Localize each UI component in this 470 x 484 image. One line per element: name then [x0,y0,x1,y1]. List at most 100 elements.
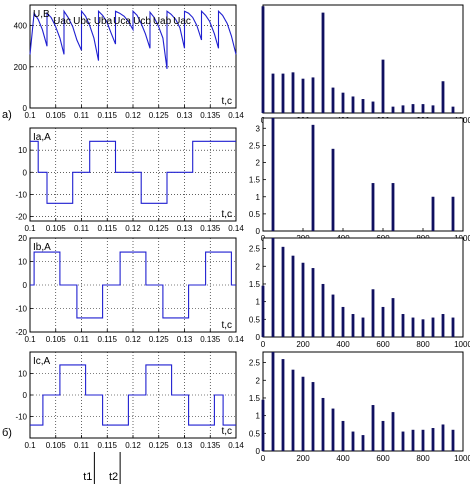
spectrum-bar [331,87,335,113]
x-tick-label: 0.125 [149,441,170,450]
x-tick-label: 400 [336,454,350,463]
spectrum-bar [371,405,375,451]
x-tick-label: 0.13 [177,224,193,233]
chart-2 [29,127,237,222]
spectrum-bar [411,317,415,337]
y-tick-label: 1.5 [249,176,261,185]
y-tick-label: 20 [18,234,27,243]
time-marker-label: t1 [83,471,92,483]
x-tick-label: 0.1 [24,335,36,344]
spectrum-bar [411,429,415,451]
y-tick-label: 2 [256,159,261,168]
y-axis-label: Ic,A [33,356,51,367]
spectrum-bar [281,359,285,451]
x-tick-label: 0 [261,454,266,463]
spectrum-bar [391,412,395,451]
x-axis-label: t,c [221,426,232,437]
x-tick-label: 0.125 [149,224,170,233]
spectrum-bar [261,399,265,451]
spectrum-bar [271,118,275,231]
x-tick-label: 0.105 [46,111,67,120]
plot-frame [262,351,464,452]
plot-frame [29,127,237,222]
x-tick-label: 0.105 [46,441,67,450]
spectrum-bar [341,420,345,451]
chart-3 [262,117,464,232]
x-tick-label: 0.11 [74,441,90,450]
spectrum-bar [431,428,435,451]
spectrum-bar [321,283,325,337]
segment-label: Uca [113,16,131,27]
chart-5 [261,237,464,338]
x-tick-label: 0.13 [177,335,193,344]
x-axis-label: t,c [221,320,232,331]
x-tick-label: 0.125 [149,111,170,120]
spectrum-bar [271,73,275,113]
x-tick-label: 0.115 [98,224,118,233]
spectrum-bar [301,78,305,113]
segment-label: Uba [94,16,113,27]
x-tick-label: 0.12 [125,441,141,450]
y-tick-label: 0 [23,281,28,290]
chart-4 [29,237,237,333]
spectrum-bar [301,262,305,337]
x-tick-label: 0.14 [228,224,244,233]
y-tick-label: -10 [15,413,27,422]
spectrum-bar [271,352,275,451]
x-tick-label: 0.12 [125,111,141,120]
x-tick-label: 0.105 [46,224,67,233]
x-tick-label: 0 [261,340,266,349]
y-tick-label: 0 [23,168,28,177]
y-tick-label: 2 [256,262,261,271]
x-tick-label: 0.14 [228,111,244,120]
segment-label: Ucb [133,16,151,27]
x-tick-label: 0.1 [24,441,36,450]
segment-label: Uac [173,16,191,27]
x-tick-label: 0.1 [24,111,36,120]
y-tick-label: 0.5 [249,429,261,438]
y-tick-label: 400 [14,22,28,31]
spectrum-bar [431,317,435,337]
y-tick-label: -10 [15,305,27,314]
spectrum-bar [311,124,315,231]
spectrum-bar [441,81,445,113]
spectrum-bar [431,196,435,231]
x-tick-label: 1000 [454,340,470,349]
x-tick-label: 0.12 [125,224,141,233]
spectrum-bar [381,59,385,113]
spectrum-bar [291,369,295,451]
spectrum-bar [451,317,455,337]
segment-label: Ubc [73,16,91,27]
x-tick-label: 200 [296,340,310,349]
segment-label: Uab [153,16,172,27]
spectrum-bar [421,319,425,337]
spectrum-bar [401,105,405,113]
spectrum-bar [391,183,395,231]
x-tick-label: 0.135 [200,224,221,233]
y-tick-label: 10 [18,370,27,379]
y-tick-label: 10 [18,258,27,267]
x-tick-label: 0.135 [200,111,221,120]
spectrum-bar [291,255,295,337]
x-axis-label: t,c [221,209,232,220]
spectrum-bar [431,105,435,113]
chart-6 [29,351,237,439]
plot-frame [262,117,464,232]
y-tick-label: 200 [14,63,28,72]
spectrum-bar [391,106,395,113]
spectrum-bar [421,429,425,451]
spectrum-bar [391,298,395,337]
y-tick-label: 3 [256,124,261,133]
spectrum-bar [311,268,315,337]
spectrum-bar [441,314,445,337]
x-tick-label: 0.115 [98,441,118,450]
x-tick-label: 0.105 [46,335,67,344]
spectrum-bar [411,104,415,113]
x-tick-label: 0.11 [74,335,90,344]
y-tick-label: 0.5 [249,210,261,219]
spectrum-bar [351,96,355,113]
spectrum-bar [261,285,265,337]
spectrum-bar [311,382,315,451]
spectrum-bar [301,376,305,451]
